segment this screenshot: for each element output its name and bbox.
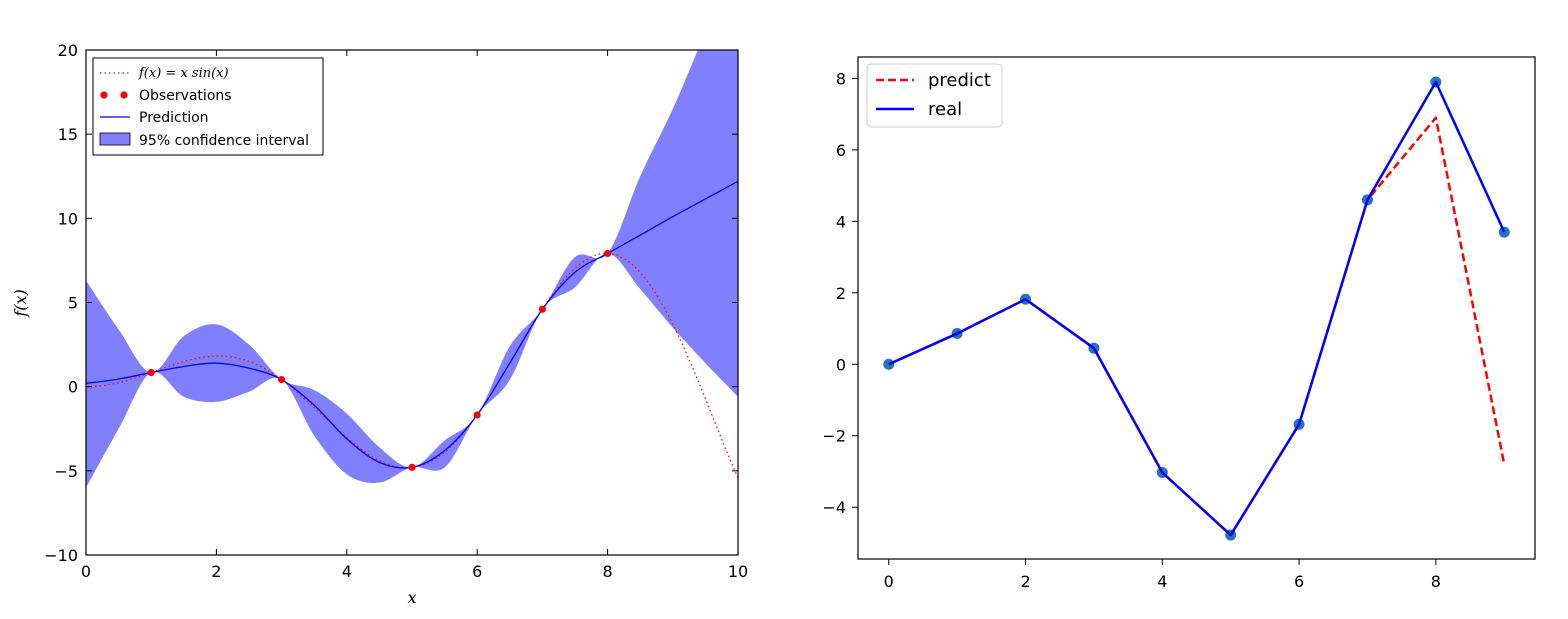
real-line xyxy=(888,80,1506,537)
right-x-tick-label: 8 xyxy=(1431,572,1441,591)
left-plot-marks xyxy=(86,50,738,488)
left-axis-ticks: 0 2 4 6 8 10 −10 −5 0 5 10 15 20 xyxy=(44,41,748,581)
right-x-tick-label: 4 xyxy=(1157,572,1167,591)
legend-observations-label: Observations xyxy=(139,88,232,104)
legend-confidence-label: 95% confidence interval xyxy=(139,133,309,149)
legend-true-function-label: f(x) = x sin(x) xyxy=(138,66,229,81)
left-x-tick-label: 0 xyxy=(81,562,91,581)
legend-prediction-label: Prediction xyxy=(139,110,209,126)
true-function-line xyxy=(86,252,738,479)
observation-point xyxy=(473,411,481,419)
right-y-tick-label: 4 xyxy=(836,212,846,231)
legend-observations-marker-1 xyxy=(100,91,108,99)
left-y-tick-label: 5 xyxy=(68,294,78,313)
right-plot-marks xyxy=(883,76,1510,541)
left-y-tick-label: 20 xyxy=(58,41,78,60)
right-legend: predict real xyxy=(866,63,1003,128)
observation-point xyxy=(604,249,612,258)
legend-true-function-text: f(x) = x sin(x) xyxy=(138,66,229,81)
right-y-tick-label: 8 xyxy=(836,69,846,88)
right-y-tick-label: 2 xyxy=(836,284,846,303)
left-legend: f(x) = x sin(x) Observations Prediction … xyxy=(92,57,324,156)
confidence-interval-band xyxy=(86,50,738,488)
left-x-tick-label: 6 xyxy=(472,562,482,581)
observation-point xyxy=(147,368,155,377)
left-x-tick-label: 4 xyxy=(342,562,352,581)
left-y-tick-label: 0 xyxy=(68,378,78,397)
left-y-tick-label: −10 xyxy=(44,546,78,565)
right-x-tick-label: 0 xyxy=(884,572,894,591)
right-x-tick-label: 2 xyxy=(1020,572,1030,591)
right-axis-ticks: 0 2 4 6 8 −4 −2 0 2 4 6 8 xyxy=(822,69,1441,591)
left-y-axis-label: f(x) xyxy=(11,289,30,317)
left-x-axis-label: x xyxy=(407,588,416,607)
right-y-tick-label: −2 xyxy=(822,427,846,446)
legend-real-label: real xyxy=(928,99,962,120)
left-x-tick-label: 10 xyxy=(728,562,748,581)
observation-point xyxy=(408,463,416,471)
right-y-tick-label: 6 xyxy=(836,141,846,160)
observation-point xyxy=(278,375,286,384)
right-y-tick-label: −4 xyxy=(822,498,846,517)
right-y-tick-label: 0 xyxy=(836,355,846,374)
left-y-tick-label: −5 xyxy=(54,462,78,481)
legend-predict-label: predict xyxy=(928,70,991,91)
right-plot-area xyxy=(858,57,1535,559)
legend-confidence-swatch xyxy=(99,132,131,146)
right-x-tick-label: 6 xyxy=(1294,572,1304,591)
right-axes-frame xyxy=(857,56,1536,560)
observation-point xyxy=(538,305,547,313)
gp-regression-chart: 0 2 4 6 8 10 −10 −5 0 5 10 15 20 x f(x) f(x) = x sin… xyxy=(11,41,748,607)
left-x-tick-label: 8 xyxy=(603,562,613,581)
legend-observations-marker-2 xyxy=(120,91,128,99)
left-x-tick-label: 2 xyxy=(211,562,221,581)
real-scatter-point xyxy=(1498,226,1510,238)
left-y-tick-label: 15 xyxy=(58,125,78,144)
left-y-tick-label: 10 xyxy=(58,209,78,228)
left-legend-frame xyxy=(92,57,324,156)
predict-vs-real-chart: 0 2 4 6 8 −4 −2 0 2 4 6 8 predict real xyxy=(822,56,1536,591)
